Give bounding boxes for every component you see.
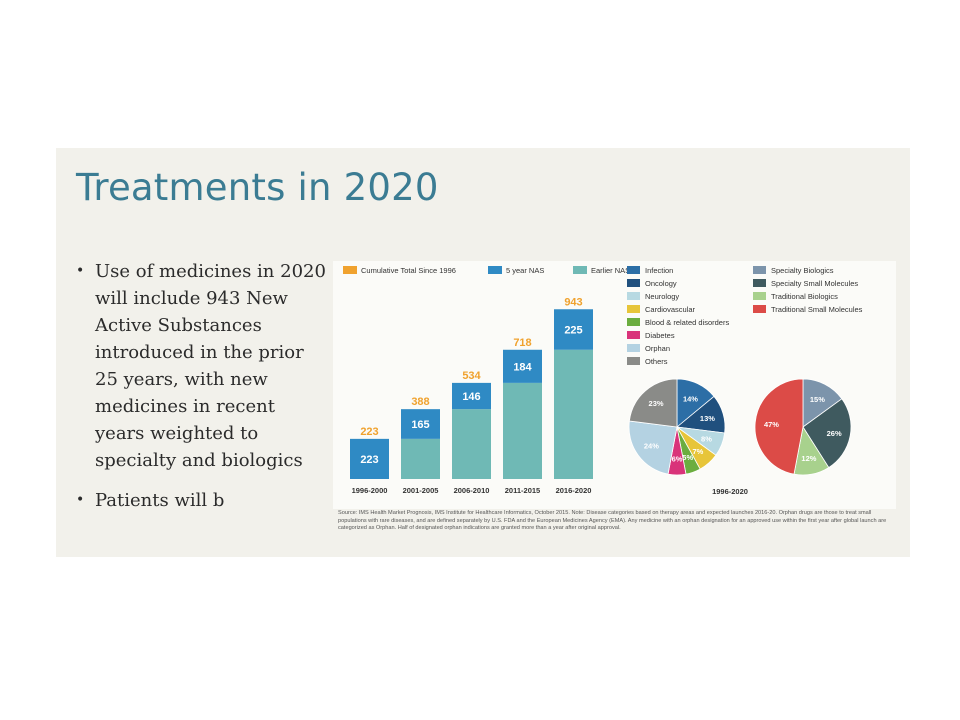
- molecule-legend-swatch: [753, 279, 766, 287]
- therapy-legend-swatch: [627, 279, 640, 287]
- chart-figure: Cumulative Total Since 1996 5 year NAS Ear…: [333, 261, 896, 551]
- cumulative-total-label: 534: [462, 370, 481, 382]
- bar-legend-label: 5 year NAS: [506, 266, 544, 275]
- therapy-pie-percent-label: 13%: [700, 414, 715, 423]
- molecule-pie-percent-label: 47%: [764, 420, 779, 429]
- bar-category-label: 2001-2005: [403, 486, 439, 495]
- therapy-pie-slice: [628, 378, 678, 428]
- therapy-legend-label: Diabetes: [645, 331, 675, 340]
- cumulative-total-label: 388: [411, 396, 429, 408]
- molecule-legend-swatch: [753, 305, 766, 313]
- molecule-legend-swatch: [753, 292, 766, 300]
- therapy-pie-percent-label: 23%: [649, 399, 664, 408]
- source-note: Source: IMS Health Market Prognosis, IMS…: [338, 510, 887, 532]
- molecule-pie-percent-label: 12%: [801, 454, 816, 463]
- bar-legend-swatch: [488, 266, 502, 274]
- five-year-nas-bar: [554, 309, 593, 350]
- molecule-pie-percent-label: 26%: [827, 429, 842, 438]
- bullet-dot-icon: •: [76, 492, 85, 508]
- five-year-nas-bar: [452, 382, 491, 410]
- bullet-dot-icon: •: [76, 263, 85, 279]
- molecule-legend-label: Traditional Biologics: [771, 292, 838, 301]
- bar-category-label: 2011-2015: [505, 486, 540, 495]
- five-year-value-label: 165: [411, 419, 429, 431]
- molecule-legend-label: Specialty Biologics: [771, 266, 834, 275]
- molecule-legend-label: Traditional Small Molecules: [771, 305, 863, 314]
- therapy-legend-label: Infection: [645, 266, 673, 275]
- slide-title: Treatments in 2020: [76, 166, 439, 209]
- earlier-nas-bar: [401, 438, 440, 479]
- molecule-pie-percent-label: 15%: [810, 395, 825, 404]
- therapy-legend-swatch: [627, 318, 640, 326]
- therapy-legend-swatch: [627, 305, 640, 313]
- bar-legend-label: Earlier NAS: [591, 266, 630, 275]
- earlier-nas-bar: [503, 382, 542, 479]
- cumulative-total-label: 718: [513, 337, 531, 349]
- therapy-legend-swatch: [627, 331, 640, 339]
- therapy-pie-percent-label: 14%: [683, 394, 698, 403]
- bullet-item: • Use of medicines in 2020 will include …: [76, 258, 326, 474]
- bar-legend-swatch: [573, 266, 587, 274]
- bar-legend-swatch: [343, 266, 357, 274]
- five-year-value-label: 225: [564, 325, 582, 337]
- bullet-text: Use of medicines in 2020 will include 94…: [95, 261, 326, 471]
- therapy-legend-label: Cardiovascular: [645, 305, 696, 314]
- therapy-pie-percent-label: 8%: [701, 435, 712, 444]
- cumulative-total-label: 223: [360, 426, 378, 438]
- therapy-pie-percent-label: 6%: [672, 455, 683, 464]
- five-year-value-label: 223: [360, 454, 378, 466]
- molecule-legend-swatch: [753, 266, 766, 274]
- therapy-legend-swatch: [627, 357, 640, 365]
- earlier-nas-bar: [554, 349, 593, 479]
- bar-category-label: 2016-2020: [556, 486, 592, 495]
- molecule-legend-label: Specialty Small Molecules: [771, 279, 858, 288]
- therapy-legend-label: Blood & related disorders: [645, 318, 729, 327]
- therapy-legend-swatch: [627, 266, 640, 274]
- earlier-nas-bar: [452, 409, 491, 479]
- therapy-legend-label: Others: [645, 357, 668, 366]
- therapy-pie-percent-label: 7%: [693, 447, 704, 456]
- therapy-pie-slice: [628, 420, 678, 475]
- molecule-pie-slice: [802, 398, 852, 469]
- therapy-pie-percent-label: 5%: [682, 453, 693, 462]
- pie-period-label: 1996-2020: [712, 487, 748, 496]
- five-year-nas-bar: [401, 409, 440, 439]
- therapy-legend-swatch: [627, 292, 640, 300]
- therapy-legend-label: Orphan: [645, 344, 670, 353]
- therapy-legend-label: Oncology: [645, 279, 677, 288]
- chart-canvas: Cumulative Total Since 1996 5 year NAS Ear…: [333, 261, 896, 509]
- bar-category-label: 1996-2000: [352, 486, 388, 495]
- bullet-list: • Use of medicines in 2020 will include …: [76, 258, 326, 514]
- therapy-pie-percent-label: 24%: [644, 442, 659, 451]
- five-year-nas-bar: [350, 438, 389, 479]
- bullet-item: • Patients will b: [76, 487, 326, 514]
- five-year-value-label: 184: [513, 361, 532, 373]
- five-year-nas-bar: [503, 349, 542, 383]
- cumulative-total-label: 943: [564, 296, 582, 308]
- therapy-legend-swatch: [627, 344, 640, 352]
- molecule-pie-slice: [754, 378, 804, 475]
- bar-legend-label: Cumulative Total Since 1996: [361, 266, 456, 275]
- slide-scan: Treatments in 2020 • Use of medicines in…: [56, 148, 910, 557]
- bar-category-label: 2006-2010: [454, 486, 490, 495]
- bullet-text: Patients will b: [95, 490, 225, 511]
- therapy-legend-label: Neurology: [645, 292, 679, 301]
- five-year-value-label: 146: [462, 391, 480, 403]
